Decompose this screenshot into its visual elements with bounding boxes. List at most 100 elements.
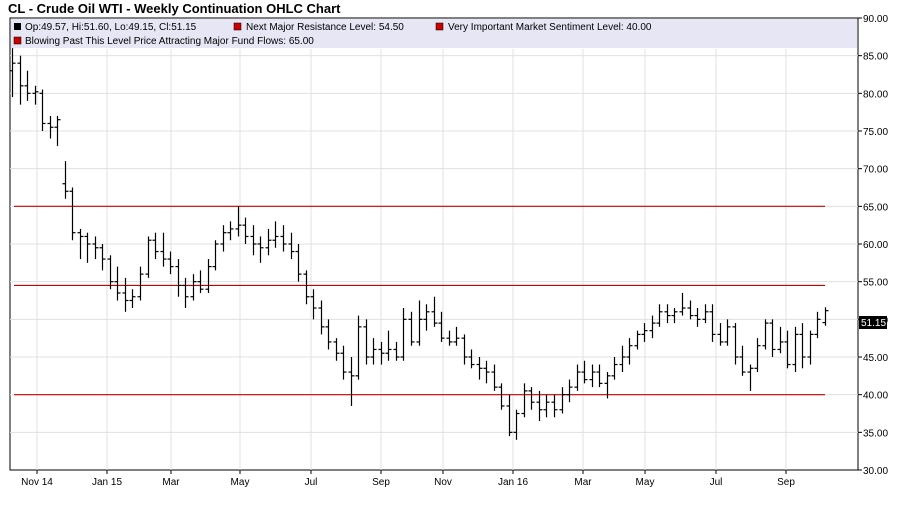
x-tick-label: Nov 14 [21,477,53,488]
ohlc-bar [619,345,626,373]
ohlc-bar [257,236,264,263]
ohlc-bar [814,311,821,339]
y-tick-label: 75.00 [863,127,888,138]
ohlc-bar [280,225,287,252]
ohlc-bar [581,360,588,384]
ohlc-bar [769,319,776,357]
ohlc-bar [589,364,596,388]
x-tick-label: May [231,477,250,488]
ohlc-bar [604,372,611,399]
level-lines [14,205,825,396]
legend-entry-ohlc: Op:49.57, Hi:51.60, Lo:49.15, Cl:51.15 [25,22,197,33]
ohlc-bar [303,270,310,305]
legend-entry-resistance: Next Major Resistance Level: 54.50 [246,22,404,33]
ohlc-bar [461,334,468,365]
ohlc-bar [724,319,731,346]
y-tick-label: 45.00 [863,353,888,364]
x-tick-label: Jul [305,477,318,488]
ohlc-bar [107,255,114,290]
ohlc-bar [732,323,739,365]
ohlc-bar [702,304,709,324]
legend-swatch-sentiment [435,22,444,31]
ohlc-bar [114,266,121,301]
ohlc-bar [664,304,671,324]
ohlc-bar [506,394,513,437]
ohlc-bar [754,338,761,373]
ohlc-bar [431,296,438,327]
ohlc-bar [137,266,144,301]
ohlc-bar [340,345,347,380]
x-tick-label: Jan 16 [498,477,528,488]
ohlc-bar [212,240,219,271]
ohlc-bar [272,221,279,248]
y-tick-label: 90.00 [863,14,888,25]
ohlc-bar [566,379,573,403]
ohlc-bar [408,311,415,346]
ohlc-bar [438,311,445,342]
ohlc-bar [220,225,227,252]
last-price-label: 51.15 [861,318,886,329]
ohlc-bar [423,304,430,331]
ohlc-bar [32,85,39,105]
y-tick-label: 70.00 [863,165,888,176]
ohlc-bar [62,161,69,199]
ohlc-bar [99,244,106,271]
ohlc-bar [242,217,249,244]
y-tick-label: 65.00 [863,202,888,213]
x-axis: Nov 14 Jan 15 Mar May Jul Sep Nov Jan 16 Mar May J… [21,470,795,488]
ohlc-bar [717,323,724,346]
x-tick-label: Sep [372,477,390,488]
ohlc-bar [265,228,272,256]
ohlc-bar [235,206,242,237]
ohlc-bar [626,338,633,365]
x-tick-label: Nov [434,477,452,488]
ohlc-bar [687,300,694,320]
x-tick-label: Sep [777,477,795,488]
ohlc-bar [792,326,799,373]
ohlc-bar [39,89,46,131]
y-tick-label: 30.00 [863,466,888,477]
ohlc-bar [446,330,453,346]
ohlc-bar [739,345,746,376]
ohlc-bar [393,341,400,361]
ohlc-bar [182,277,189,309]
ohlc-bar [145,236,152,278]
ohlc-bar [69,187,76,241]
y-tick-label: 80.00 [863,89,888,100]
ohlc-bar [310,289,317,320]
ohlc-bar [250,225,257,256]
ohlc-bar [634,330,641,350]
ohlc-bar [784,330,791,369]
ohlc-bar [528,387,535,410]
ohlc-bar [574,364,581,391]
ohlc-bar [205,259,212,293]
ohlc-bar [385,330,392,361]
ohlc-bar [807,330,814,365]
ohlc-bar [596,364,603,388]
last-price-box [859,316,887,329]
ohlc-bar [799,323,806,369]
y-tick-label: 55.00 [863,278,888,289]
ohlc-bar [17,55,24,105]
ohlc-bar [536,390,543,422]
ohlc-bar [641,323,648,342]
legend-entry-sentiment: Very Important Market Sentiment Level: 4… [448,22,652,33]
legend-band [11,19,857,48]
ohlc-bar [694,308,701,327]
ohlc-bar [24,70,31,101]
x-tick-label: Mar [574,477,592,488]
ohlc-bar [498,383,505,410]
legend-swatch-fund-flows [13,36,22,45]
ohlc-bar [152,232,159,260]
ohlc-bar [777,326,784,354]
ohlc-bar [92,236,99,260]
y-tick-label: 85.00 [863,52,888,63]
ohlc-bar [416,300,423,346]
ohlc-bar [160,232,167,267]
x-tick-label: Jan 15 [92,477,122,488]
chart-title: CL - Crude Oil WTI - Weekly Continuation… [8,1,341,16]
x-tick-label: Mar [162,477,180,488]
legend-swatch-ohlc [14,23,21,30]
x-tick-label: May [636,477,655,488]
